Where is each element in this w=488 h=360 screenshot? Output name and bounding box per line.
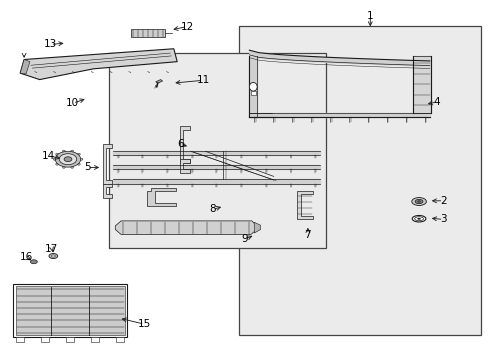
Ellipse shape xyxy=(53,158,57,160)
Bar xyxy=(131,30,164,37)
Polygon shape xyxy=(180,159,189,173)
Polygon shape xyxy=(297,191,312,220)
Bar xyxy=(16,337,24,342)
Text: 5: 5 xyxy=(84,162,91,172)
Polygon shape xyxy=(180,126,189,163)
Polygon shape xyxy=(115,221,256,234)
Bar xyxy=(16,286,124,335)
Bar xyxy=(116,337,124,342)
Text: 13: 13 xyxy=(44,40,57,49)
Text: 15: 15 xyxy=(138,319,151,329)
Ellipse shape xyxy=(56,153,59,156)
Text: 11: 11 xyxy=(196,75,209,85)
Ellipse shape xyxy=(70,150,73,153)
Text: 9: 9 xyxy=(241,234,247,244)
Ellipse shape xyxy=(51,255,55,257)
Bar xyxy=(238,26,481,335)
Ellipse shape xyxy=(79,158,82,160)
Ellipse shape xyxy=(62,166,65,168)
Ellipse shape xyxy=(417,201,420,202)
Ellipse shape xyxy=(62,150,65,153)
Text: 12: 12 xyxy=(180,22,193,32)
Bar xyxy=(109,53,325,248)
Polygon shape xyxy=(103,144,112,184)
Text: 16: 16 xyxy=(20,252,33,262)
Ellipse shape xyxy=(56,163,59,165)
Ellipse shape xyxy=(59,154,77,165)
Bar xyxy=(41,337,49,342)
Text: 6: 6 xyxy=(177,139,183,149)
Text: 14: 14 xyxy=(42,150,55,161)
Bar xyxy=(250,91,255,95)
Text: 17: 17 xyxy=(45,244,59,254)
Polygon shape xyxy=(156,80,162,83)
Ellipse shape xyxy=(249,82,257,91)
Ellipse shape xyxy=(77,163,80,165)
Text: 1: 1 xyxy=(366,11,373,21)
Ellipse shape xyxy=(414,217,423,221)
Ellipse shape xyxy=(417,218,420,220)
Text: 8: 8 xyxy=(209,204,216,215)
Ellipse shape xyxy=(70,166,73,168)
Polygon shape xyxy=(147,188,176,206)
Text: 10: 10 xyxy=(66,98,79,108)
Ellipse shape xyxy=(49,253,58,258)
Polygon shape xyxy=(254,222,260,233)
Polygon shape xyxy=(20,49,177,80)
Text: 4: 4 xyxy=(433,97,440,107)
Text: 7: 7 xyxy=(304,230,310,239)
Ellipse shape xyxy=(414,199,422,204)
Ellipse shape xyxy=(77,153,80,156)
Text: 3: 3 xyxy=(439,215,446,224)
Ellipse shape xyxy=(55,151,81,167)
Ellipse shape xyxy=(64,157,72,162)
Bar xyxy=(91,337,99,342)
Text: 2: 2 xyxy=(439,196,446,206)
Ellipse shape xyxy=(411,198,426,206)
Polygon shape xyxy=(20,59,30,74)
Polygon shape xyxy=(103,184,112,198)
Bar xyxy=(13,284,127,337)
Ellipse shape xyxy=(411,216,425,222)
Bar xyxy=(66,337,74,342)
Ellipse shape xyxy=(30,260,37,264)
